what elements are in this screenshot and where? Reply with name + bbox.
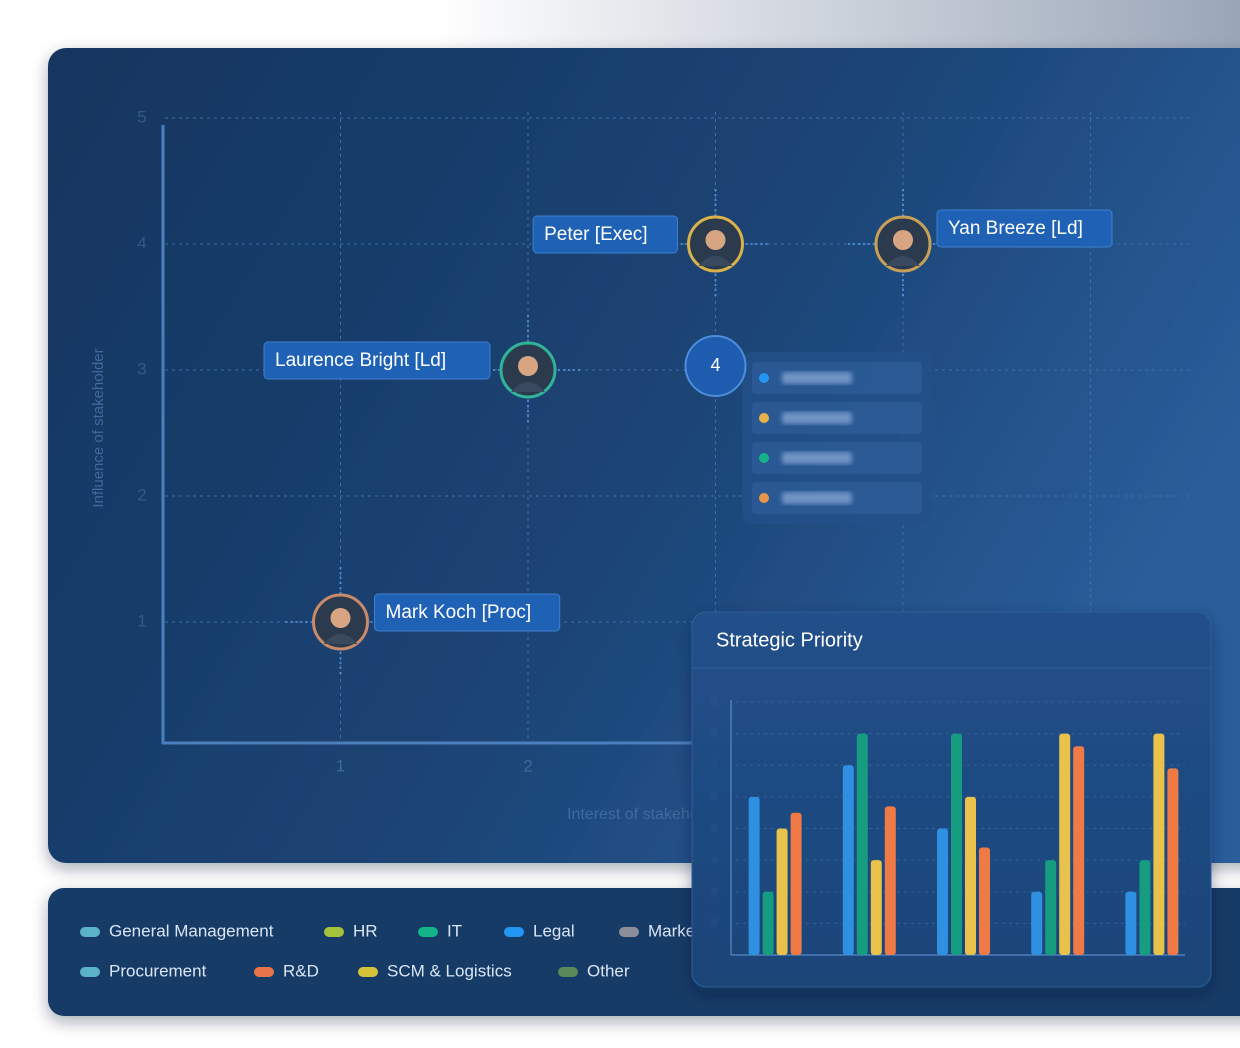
- y-tick-label: 7: [711, 760, 717, 771]
- bar: [1125, 891, 1137, 955]
- legend-label: General Management: [109, 921, 274, 940]
- bar: [776, 828, 788, 955]
- legend: General Management HR IT Legal MarketingProc…: [80, 921, 723, 980]
- bar: [884, 806, 896, 955]
- bar: [870, 860, 882, 955]
- bar: [748, 796, 760, 955]
- backdrop: [0, 0, 1240, 48]
- cluster-bubble: [684, 335, 747, 397]
- name-tag: [936, 209, 1113, 248]
- chart-title: Strategic Priority: [716, 629, 863, 651]
- bar: [965, 796, 976, 955]
- avatar-body: [886, 256, 920, 266]
- y-tick-label: 3: [711, 886, 717, 897]
- y-tick-label: 4: [711, 855, 717, 866]
- bar: [1073, 746, 1085, 955]
- y-tick-label: 8: [711, 728, 717, 739]
- name-tag-label: Laurence Bright [Ld]: [275, 350, 446, 371]
- x-tick-label: 2: [523, 756, 532, 775]
- name-tag: [263, 341, 491, 380]
- bar: [842, 765, 854, 955]
- bar: [790, 812, 802, 955]
- popup-dot: [759, 373, 769, 383]
- legend-swatch: [418, 927, 438, 937]
- legend-swatch: [80, 927, 100, 937]
- y-tick-label: 6: [711, 792, 717, 803]
- cluster-popup: [742, 352, 932, 524]
- legend-swatch: [254, 967, 274, 977]
- popup-blurred-text: [782, 452, 852, 464]
- legend-swatch: [504, 927, 524, 937]
- legend-label: HR: [353, 921, 378, 940]
- bar: [1167, 768, 1179, 955]
- legend-swatch: [324, 927, 344, 937]
- avatar-body: [511, 382, 545, 392]
- name-tag-label: Mark Koch [Proc]: [386, 602, 532, 623]
- name-tag: [532, 215, 678, 254]
- y-tick-label: 2: [711, 918, 717, 929]
- bar: [1059, 733, 1071, 955]
- legend-label: Other: [587, 961, 630, 980]
- x-axis-label: Interest of stakeholder: [567, 806, 726, 823]
- avatar-body: [323, 634, 358, 644]
- bar: [1153, 733, 1165, 955]
- legend-swatch: [80, 967, 100, 977]
- legend-label: SCM & Logistics: [387, 961, 512, 980]
- legend-label: Procurement: [109, 961, 207, 980]
- avatar-face: [893, 230, 913, 250]
- y-tick-label: 5: [711, 823, 717, 834]
- legend-label: R&D: [283, 961, 319, 980]
- y-tick-label: 1: [137, 611, 146, 630]
- bar: [979, 847, 990, 955]
- legend-swatch: [558, 967, 578, 977]
- popup-blurred-text: [782, 372, 852, 384]
- avatar-face: [705, 230, 726, 250]
- y-tick-label: 5: [137, 107, 146, 126]
- bar: [856, 733, 868, 955]
- name-tag: [374, 593, 561, 632]
- name-tag-label: Peter [Exec]: [544, 224, 648, 245]
- bar: [937, 828, 948, 955]
- y-tick-label: 4: [137, 233, 146, 252]
- bar: [1045, 860, 1057, 955]
- popup-blurred-text: [782, 492, 852, 504]
- y-axis-label: Influence of stakeholder: [90, 348, 107, 507]
- popup-dot: [759, 453, 769, 463]
- legend-label: Legal: [533, 921, 575, 940]
- matrix: 1234512345Interest of stakeholderInfluen…: [90, 107, 1190, 823]
- popup-blurred-text: [782, 412, 852, 424]
- y-tick-label: 9: [711, 697, 717, 708]
- avatar-face: [330, 608, 351, 628]
- y-tick-label: 3: [137, 359, 146, 378]
- legend-swatch: [358, 967, 378, 977]
- popup-dot: [759, 413, 769, 423]
- avatar-face: [518, 356, 538, 376]
- avatar-body: [698, 256, 733, 266]
- y-tick-label: 2: [137, 485, 146, 504]
- popup-dot: [759, 493, 769, 503]
- bar: [762, 891, 774, 955]
- bar: [1139, 860, 1151, 955]
- legend-swatch: [619, 927, 639, 937]
- x-tick-label: 1: [336, 756, 345, 775]
- cluster-count: 4: [710, 355, 720, 375]
- name-tag-label: Yan Breeze [Ld]: [948, 218, 1083, 239]
- bar: [951, 733, 962, 955]
- bar: [1031, 891, 1043, 955]
- bar-chart: Strategic Priority 2 3 4 5 6 7 8 9: [711, 629, 1185, 956]
- legend-label: IT: [447, 921, 462, 940]
